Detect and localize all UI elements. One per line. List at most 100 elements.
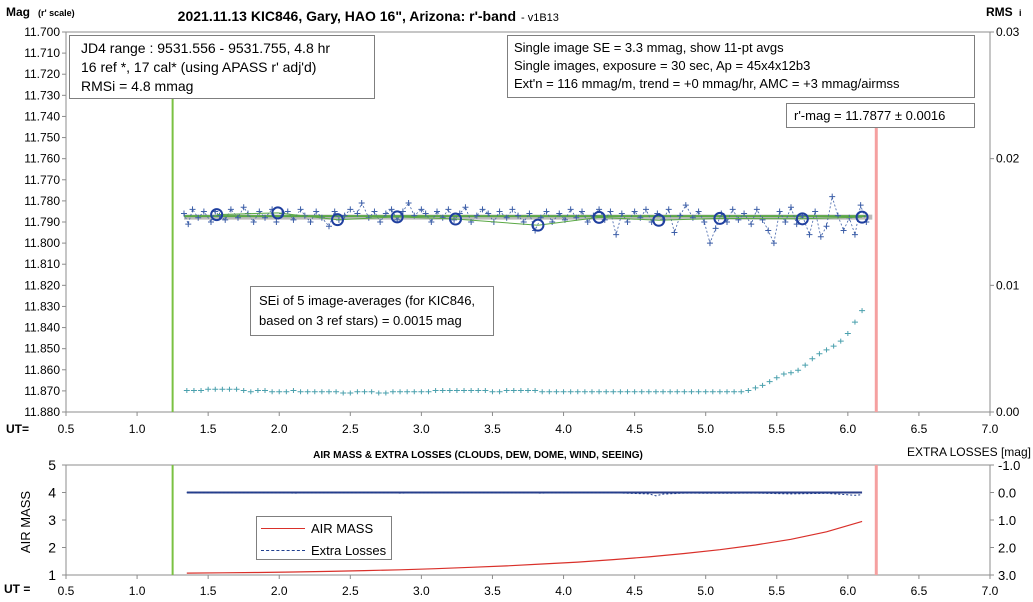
top-x-label: UT= [6, 422, 29, 436]
single-image-point [496, 208, 503, 215]
rms-point [731, 389, 738, 395]
rms-point [766, 379, 773, 385]
rms-point [361, 389, 368, 395]
single-image-point [759, 216, 766, 223]
rms-point [461, 387, 468, 393]
bottom-legend: AIR MASS Extra Losses [256, 516, 392, 560]
top-chart-version: - v1B13 [521, 12, 559, 24]
top-y-left-label-sub: (r' scale) [38, 8, 75, 18]
average-point [855, 210, 869, 224]
single-image-point [695, 208, 702, 215]
info-right-line: Single images, exposure = 30 sec, Ap = 4… [514, 58, 811, 73]
x-tick-label: 0.5 [58, 584, 75, 598]
rms-point [311, 389, 318, 395]
rms-point [283, 389, 290, 395]
y-tick-label: 11.820 [24, 278, 60, 292]
x-tick-label: 4.0 [555, 584, 572, 598]
y-tick-label: 5 [48, 457, 56, 473]
x-tick-label: 0.5 [58, 422, 75, 436]
x-tick-label: 3.5 [484, 584, 501, 598]
rms-point [702, 389, 709, 395]
x-tick-label: 7.0 [982, 422, 999, 436]
single-image-point [418, 206, 425, 213]
y2-tick-label: 1.0 [998, 513, 1016, 528]
x-tick-label: 2.5 [342, 584, 359, 598]
rms-point [546, 389, 553, 395]
average-point [713, 211, 727, 225]
top-y-right-label: RMS [986, 5, 1013, 19]
single-image-point [631, 208, 638, 215]
single-image-point [613, 231, 620, 238]
info-right-line: Single image SE = 3.3 mmag, show 11-pt a… [514, 40, 784, 55]
y-tick-label: 11.880 [24, 405, 60, 419]
single-image-point [665, 206, 672, 213]
single-image-point [422, 210, 429, 217]
rms-point [660, 389, 667, 395]
y-tick-label: 11.710 [24, 46, 60, 60]
rms-point [233, 386, 240, 392]
info-left-line: RMSi = 4.8 mmag [81, 78, 194, 94]
single-image-point [817, 233, 824, 240]
y2-tick-label: 0.03 [996, 25, 1020, 39]
top-marks [171, 97, 878, 412]
single-image-point [325, 223, 332, 230]
x-tick-label: 6.5 [911, 422, 928, 436]
single-image-point [567, 206, 574, 213]
rms-point [560, 389, 567, 395]
x-tick-label: 1.5 [200, 584, 217, 598]
x-tick-label: 6.5 [911, 584, 928, 598]
rms-point [375, 390, 382, 396]
single-image-point [382, 210, 389, 217]
rms-point [581, 389, 588, 395]
y-tick-label: 11.840 [24, 321, 60, 335]
rms-point [333, 389, 340, 395]
single-image-point [607, 208, 614, 215]
top-y-left-label: Mag [6, 5, 30, 19]
x-tick-label: 6.0 [840, 584, 857, 598]
y-tick-label: 11.790 [24, 215, 60, 229]
single-image-point [748, 221, 755, 228]
rms-point [724, 389, 731, 395]
average-point [331, 213, 345, 227]
single-image-point [313, 208, 320, 215]
rms-point [738, 389, 745, 395]
x-tick-label: 4.5 [626, 422, 643, 436]
x-tick-label: 5.0 [697, 422, 714, 436]
y-tick-label: 11.760 [24, 152, 60, 166]
rms-point [638, 389, 645, 395]
y-tick-label: 11.810 [24, 257, 60, 271]
single-image-point [485, 210, 492, 217]
single-image-point [451, 216, 458, 223]
rms-point [404, 389, 411, 395]
legend-swatch-air-mass [261, 527, 305, 529]
rms-point [397, 389, 404, 395]
average-point [592, 210, 606, 224]
bottom-y-ticks: 1 2 3 4 5 [48, 457, 66, 583]
x-tick-label: 3.0 [413, 422, 430, 436]
extra-losses-line [186, 491, 863, 497]
y2-tick-label: 0.02 [996, 152, 1020, 166]
single-image-point [240, 204, 247, 211]
y-tick-label: 3 [48, 512, 56, 528]
x-tick-label: 1.0 [129, 584, 146, 598]
y-tick-label: 2 [48, 540, 56, 556]
x-tick-label: 4.5 [626, 584, 643, 598]
single-image-point [399, 208, 406, 215]
y-tick-label: 11.740 [24, 109, 60, 123]
rms-point [610, 389, 617, 395]
y2-tick-label: 2.0 [998, 541, 1016, 556]
single-image-point [262, 214, 269, 221]
y-tick-label: 11.800 [24, 236, 60, 250]
rms-point [859, 308, 866, 314]
rms-point [716, 389, 723, 395]
rms-point [418, 389, 425, 395]
single-image-point [331, 208, 338, 215]
single-image-point [377, 219, 384, 225]
single-image-point [439, 214, 446, 221]
rms-point [468, 387, 475, 393]
rms-point [496, 389, 503, 395]
result-box: r'-mag = 11.7877 ± 0.0016 [786, 103, 975, 128]
rms-point [368, 389, 375, 395]
single-image-point [405, 200, 412, 206]
single-image-point [207, 219, 214, 225]
